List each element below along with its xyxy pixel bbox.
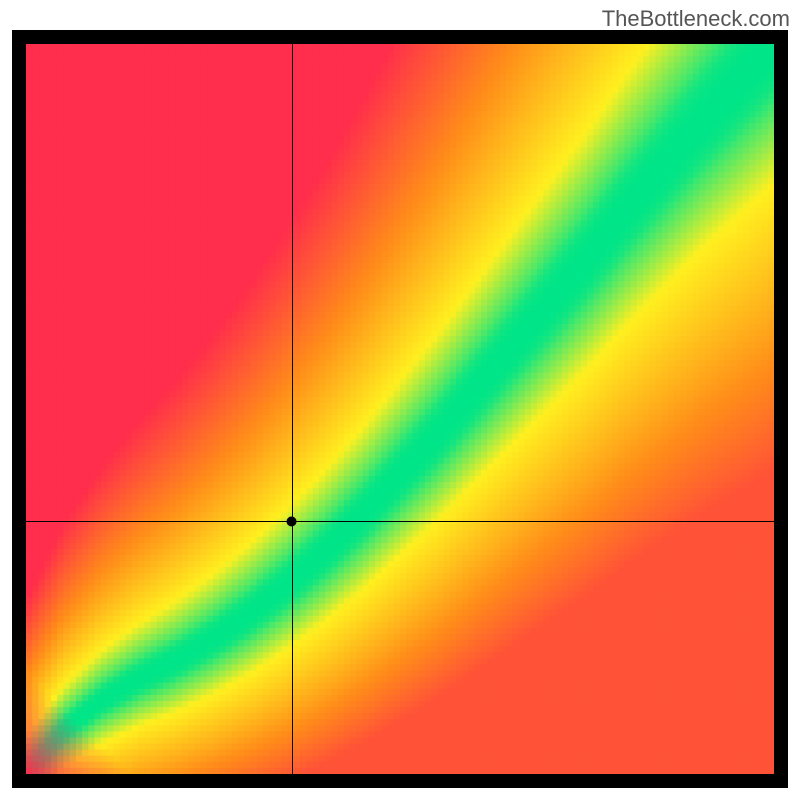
watermark-text: TheBottleneck.com [602,6,790,32]
chart-frame [12,30,788,788]
bottleneck-heatmap [26,44,774,774]
